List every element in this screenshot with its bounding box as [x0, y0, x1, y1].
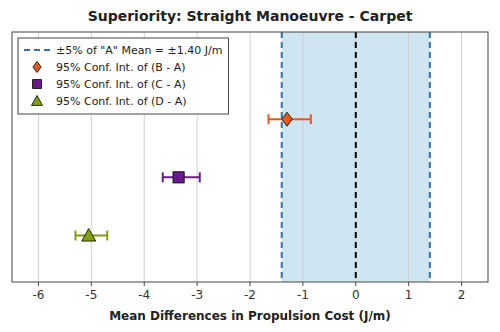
point — [173, 172, 184, 183]
point-group — [75, 228, 107, 241]
tick-mark — [197, 282, 198, 286]
tick-label: -6 — [32, 288, 44, 302]
reference-line — [429, 32, 431, 282]
tick-label: 2 — [458, 288, 466, 302]
x-axis-label: Mean Differences in Propulsion Cost (J/m… — [109, 309, 391, 323]
tick-mark — [355, 282, 356, 286]
error-cap — [74, 230, 76, 240]
tick-mark — [91, 282, 92, 286]
error-cap — [199, 172, 201, 182]
chart: -6 -5 -4 -3 -2 -1 0 1 2 Mean Differences in Propu… — [0, 0, 500, 332]
tick-mark — [250, 282, 251, 286]
legend-label: 95% Conf. Int. of (B - A) — [56, 61, 186, 74]
legend-label: 95% Conf. Int. of (D - A) — [56, 95, 187, 108]
plot-frame — [12, 32, 488, 282]
point — [82, 228, 96, 241]
grid-line — [250, 32, 251, 282]
plot-area — [38, 32, 461, 282]
reference-line — [281, 32, 283, 282]
legend-symbol — [24, 49, 50, 51]
grid-line — [355, 32, 356, 282]
tick-label: -5 — [85, 288, 97, 302]
point-group — [269, 112, 311, 126]
tick-label: -2 — [244, 288, 256, 302]
tick-mark — [461, 282, 462, 286]
error-cap — [162, 172, 164, 182]
title: Superiority: Straight Manoeuvre - Carpet — [88, 8, 413, 24]
legend-symbol — [32, 96, 43, 106]
legend-label: ±5% of "A" Mean = ±1.40 J/m — [56, 44, 222, 57]
error-cap — [310, 114, 312, 124]
point — [282, 112, 293, 126]
plot-background — [12, 32, 488, 282]
legend-label: 95% Conf. Int. of (C - A) — [56, 78, 186, 91]
tick-label: 1 — [405, 288, 413, 302]
legend-frame — [18, 38, 228, 114]
legend-symbol — [33, 80, 42, 89]
error-cap — [106, 230, 108, 240]
legend: ±5% of "A" Mean = ±1.40 J/m 95% Conf. Int… — [18, 38, 228, 114]
legend-symbol — [33, 62, 41, 73]
grid-line — [302, 32, 303, 282]
tick-mark — [38, 282, 39, 286]
reference-line — [355, 32, 357, 282]
grid-line — [408, 32, 409, 282]
tick-label: 0 — [352, 288, 360, 302]
tick-label: -1 — [297, 288, 309, 302]
tick-label: -4 — [138, 288, 150, 302]
tick-mark — [302, 282, 303, 286]
tick-label: -3 — [191, 288, 203, 302]
reference-band — [282, 32, 430, 282]
point-group — [163, 172, 200, 183]
tick-mark — [144, 282, 145, 286]
tick-mark — [408, 282, 409, 286]
error-cap — [268, 114, 270, 124]
grid-line — [461, 32, 462, 282]
